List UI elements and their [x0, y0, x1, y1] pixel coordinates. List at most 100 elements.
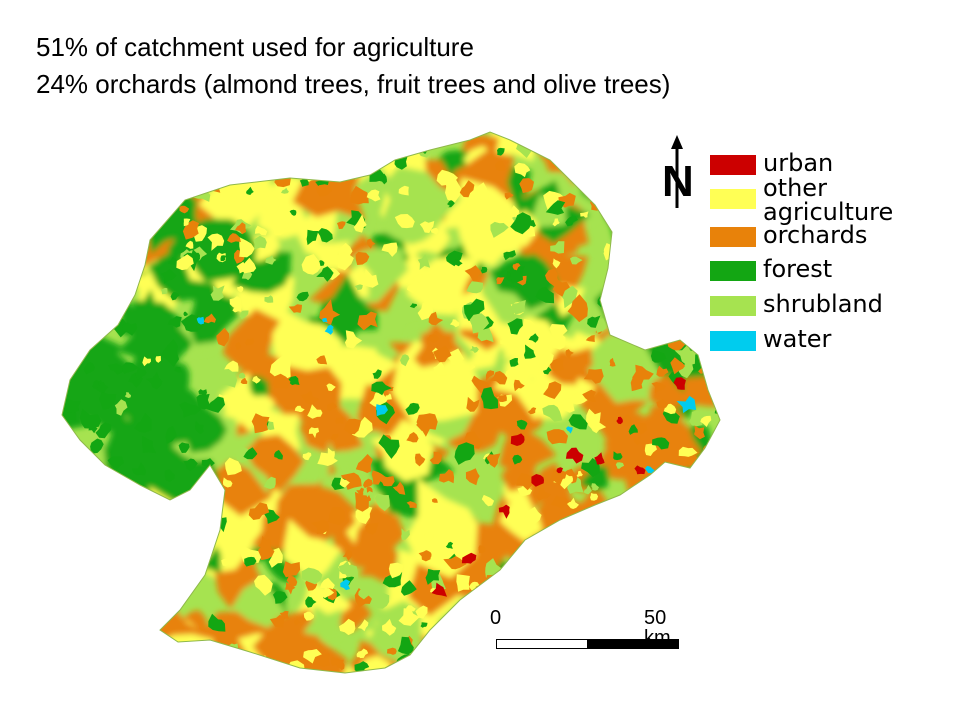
land-patch-detail: [62, 343, 71, 356]
land-patch-detail: [142, 164, 154, 176]
land-patch: [319, 145, 359, 183]
land-patch-detail: [301, 567, 323, 585]
land-patch: [214, 132, 269, 175]
land-patch-detail: [176, 254, 194, 271]
land-patch-detail: [678, 470, 700, 487]
land-patch-detail: [489, 370, 508, 385]
land-patch-detail: [322, 588, 335, 599]
title-line-1: 51% of catchment used for agriculture: [36, 32, 474, 62]
land-patch-detail: [700, 474, 719, 493]
land-patch-detail: [527, 407, 537, 415]
land-patch-detail: [583, 368, 604, 384]
land-patch-detail: [663, 234, 676, 245]
title-line-2: 24% orchards (almond trees, fruit trees …: [36, 69, 671, 99]
land-patch-detail: [251, 413, 270, 434]
land-patch-detail: [456, 574, 470, 592]
land-patch-detail: [274, 449, 283, 460]
land-patch: [642, 214, 694, 266]
land-patch-detail: [423, 532, 434, 542]
land-patch-detail: [546, 429, 568, 445]
land-patch: [265, 132, 318, 182]
land-patch: [101, 174, 164, 222]
land-patch-detail: [65, 156, 83, 173]
land-patch-detail: [490, 221, 509, 238]
land-patch-detail: [568, 414, 588, 430]
land-patch-detail: [248, 502, 270, 520]
land-patch-detail: [687, 324, 709, 342]
land-patch-detail: [621, 271, 631, 280]
land-patch-detail: [97, 132, 116, 145]
land-patch-detail: [158, 137, 166, 147]
land-patch-detail: [357, 619, 369, 632]
land-patch-detail: [366, 189, 381, 202]
land-patch-detail: [613, 177, 635, 193]
land-patch-detail: [590, 180, 600, 196]
land-patch-detail: [392, 481, 406, 495]
land-patch-detail: [394, 214, 415, 229]
land-patch: [405, 255, 482, 316]
land-patch-detail: [219, 646, 234, 660]
land-patch-detail: [96, 381, 109, 394]
land-patch-detail: [146, 371, 163, 390]
land-patch: [340, 346, 399, 386]
land-patch-detail: [695, 488, 707, 503]
land-patch-detail: [151, 652, 163, 664]
land-patch-detail: [208, 613, 226, 632]
land-patch-detail: [485, 370, 494, 381]
land-patch-detail: [216, 327, 230, 347]
land-patch-detail: [308, 427, 320, 439]
land-patch-detail: [641, 554, 661, 572]
land-patch-detail: [430, 227, 439, 235]
land-patch-detail: [103, 596, 126, 610]
land-patch-detail: [120, 139, 137, 154]
land-patch-detail: [68, 329, 86, 341]
land-patch-detail: [354, 661, 370, 673]
land-patch-detail: [478, 545, 486, 554]
land-patch: [686, 597, 720, 630]
land-patch-detail: [161, 287, 168, 295]
scale-label-start: 0: [490, 607, 502, 629]
land-patch-detail: [459, 180, 475, 198]
legend-swatch-orchards: [710, 227, 756, 247]
land-patch: [102, 565, 176, 626]
legend-item-urban: urban: [710, 150, 940, 182]
land-patch: [197, 132, 270, 178]
land-patch-detail: [406, 432, 419, 443]
land-patch-detail: [703, 655, 719, 669]
land-patch-detail: [165, 425, 177, 444]
land-patch-detail: [536, 487, 551, 501]
land-patch-detail: [375, 493, 390, 512]
land-patch-detail: [106, 207, 123, 227]
urban-patch: [531, 474, 544, 487]
scale-segment-black: [587, 639, 679, 649]
land-patch-detail: [103, 206, 118, 226]
land-patch-detail: [486, 453, 501, 468]
land-patch-detail: [176, 658, 194, 673]
land-patch-detail: [710, 382, 717, 390]
land-patch-detail: [166, 168, 188, 190]
land-patch: [132, 132, 190, 169]
land-patch-detail: [339, 618, 356, 636]
land-patch-detail: [661, 509, 676, 529]
land-patch-detail: [495, 668, 511, 673]
land-patch-detail: [427, 334, 440, 343]
land-patch-detail: [330, 433, 339, 440]
land-patch-detail: [83, 235, 99, 258]
legend-label-water: water: [763, 325, 832, 353]
land-patch-detail: [191, 659, 207, 673]
land-patch-detail: [179, 205, 190, 214]
land-patch-detail: [504, 192, 514, 200]
land-patch-detail: [480, 266, 488, 274]
land-patch-detail: [77, 286, 88, 297]
land-patch-detail: [559, 545, 577, 564]
land-patch-detail: [353, 214, 367, 233]
land-patch-detail: [590, 493, 599, 501]
land-patch-detail: [352, 363, 369, 379]
land-patch-detail: [73, 286, 90, 312]
land-patch-detail: [513, 379, 525, 392]
land-patch-detail: [581, 458, 600, 478]
land-patch-detail: [107, 259, 131, 278]
land-patch-detail: [131, 462, 147, 476]
land-patch: [155, 524, 182, 549]
